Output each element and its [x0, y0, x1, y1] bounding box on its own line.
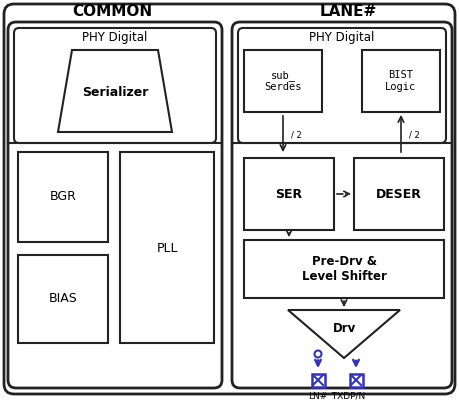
Text: SER: SER: [275, 188, 302, 200]
Text: PHY Digital: PHY Digital: [309, 32, 375, 44]
Text: DESER: DESER: [376, 188, 422, 200]
Bar: [244, 50, 322, 112]
Text: BIST
Logic: BIST Logic: [386, 70, 417, 92]
Bar: [244, 240, 444, 298]
Bar: [18, 152, 108, 242]
Text: LANE#: LANE#: [319, 4, 377, 20]
Text: Drv: Drv: [332, 322, 356, 334]
Text: LN#_TXDP/N: LN#_TXDP/N: [308, 392, 366, 400]
Text: BGR: BGR: [50, 190, 77, 204]
FancyBboxPatch shape: [232, 22, 452, 388]
FancyBboxPatch shape: [14, 28, 216, 143]
FancyBboxPatch shape: [238, 28, 446, 143]
Text: PHY Digital: PHY Digital: [82, 32, 148, 44]
Text: PLL: PLL: [156, 242, 178, 254]
Bar: [354, 158, 444, 230]
Bar: [312, 374, 325, 386]
Text: Serializer: Serializer: [82, 86, 148, 100]
Bar: [18, 255, 108, 343]
Text: / 2: / 2: [409, 130, 420, 140]
Bar: [362, 50, 440, 112]
FancyBboxPatch shape: [8, 22, 222, 388]
Text: sub_
Serdes: sub_ Serdes: [264, 70, 302, 92]
Text: Pre-Drv &
Level Shifter: Pre-Drv & Level Shifter: [302, 255, 386, 283]
Text: BIAS: BIAS: [49, 292, 78, 306]
FancyBboxPatch shape: [4, 4, 455, 394]
Text: / 2: / 2: [291, 130, 302, 140]
Polygon shape: [58, 50, 172, 132]
Text: COMMON: COMMON: [72, 4, 152, 20]
Bar: [349, 374, 363, 386]
Bar: [244, 158, 334, 230]
Polygon shape: [288, 310, 400, 358]
Bar: [120, 152, 214, 343]
Circle shape: [314, 350, 321, 358]
